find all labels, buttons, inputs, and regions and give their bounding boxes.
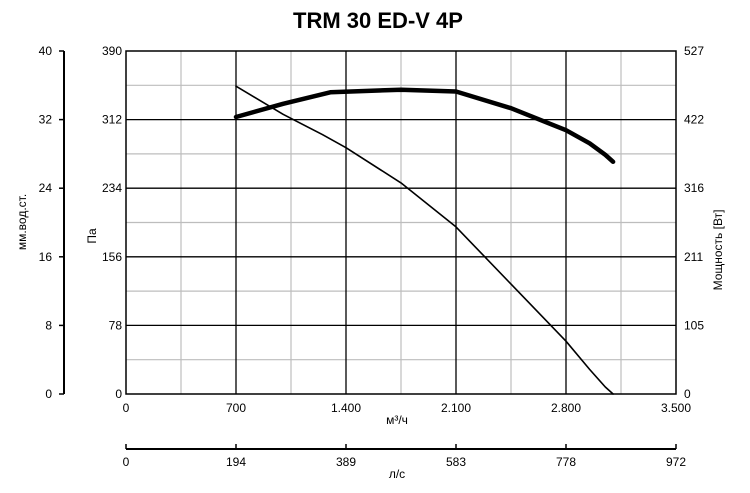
y-tick-label: 78 xyxy=(109,318,123,332)
x2-tick-label: 389 xyxy=(336,455,356,469)
y-outer-tick-label: 32 xyxy=(39,113,53,127)
x2-tick-label: 972 xyxy=(666,455,686,469)
y-right-tick-label: 527 xyxy=(684,44,704,58)
y-right-axis-label: Мощность [Вт] xyxy=(711,210,725,291)
y-right-tick-label: 0 xyxy=(684,387,691,401)
chart-title: TRM 30 ED-V 4P xyxy=(293,8,463,33)
x-tick-label: 2.100 xyxy=(441,401,471,415)
y-outer-tick-label: 16 xyxy=(39,250,53,264)
y-outer-tick-label: 0 xyxy=(45,387,52,401)
y-outer-axis-label: мм.вод.ст. xyxy=(15,194,29,250)
x2-tick-label: 778 xyxy=(556,455,576,469)
y-tick-label: 390 xyxy=(102,44,122,58)
x-axis-label: м³/ч xyxy=(386,413,408,427)
x2-tick-label: 194 xyxy=(226,455,246,469)
data-series xyxy=(233,85,616,395)
x2-tick-label: 0 xyxy=(123,455,130,469)
plot-frame xyxy=(125,50,677,395)
minor-grid xyxy=(126,51,676,394)
y-outer-tick-label: 8 xyxy=(45,318,52,332)
y-outer-tick-label: 40 xyxy=(39,44,53,58)
y-right-tick-label: 211 xyxy=(684,250,703,264)
y-tick-label: 312 xyxy=(102,113,122,127)
x-tick-label: 700 xyxy=(226,401,246,415)
x-tick-label: 1.400 xyxy=(331,401,361,415)
y-right-tick-label: 105 xyxy=(684,318,704,332)
y-tick-label: 0 xyxy=(115,387,122,401)
y-outer-tick-label: 24 xyxy=(39,181,53,195)
x-tick-label: 0 xyxy=(123,401,130,415)
x2-tick-label: 583 xyxy=(446,455,466,469)
y-tick-label: 234 xyxy=(102,181,122,195)
power-curve-line xyxy=(233,87,616,165)
y-right-tick-label: 316 xyxy=(684,181,704,195)
x-tick-label: 3.500 xyxy=(661,401,691,415)
major-grid xyxy=(126,51,676,394)
y-right-tick-label: 422 xyxy=(684,113,704,127)
y-axis-label: Па xyxy=(85,228,99,244)
x-tick-label: 2.800 xyxy=(551,401,581,415)
y-tick-label: 156 xyxy=(102,250,122,264)
pressure-curve-line xyxy=(235,85,614,395)
axes xyxy=(59,50,677,450)
x2-axis-label: л/с xyxy=(389,467,405,481)
